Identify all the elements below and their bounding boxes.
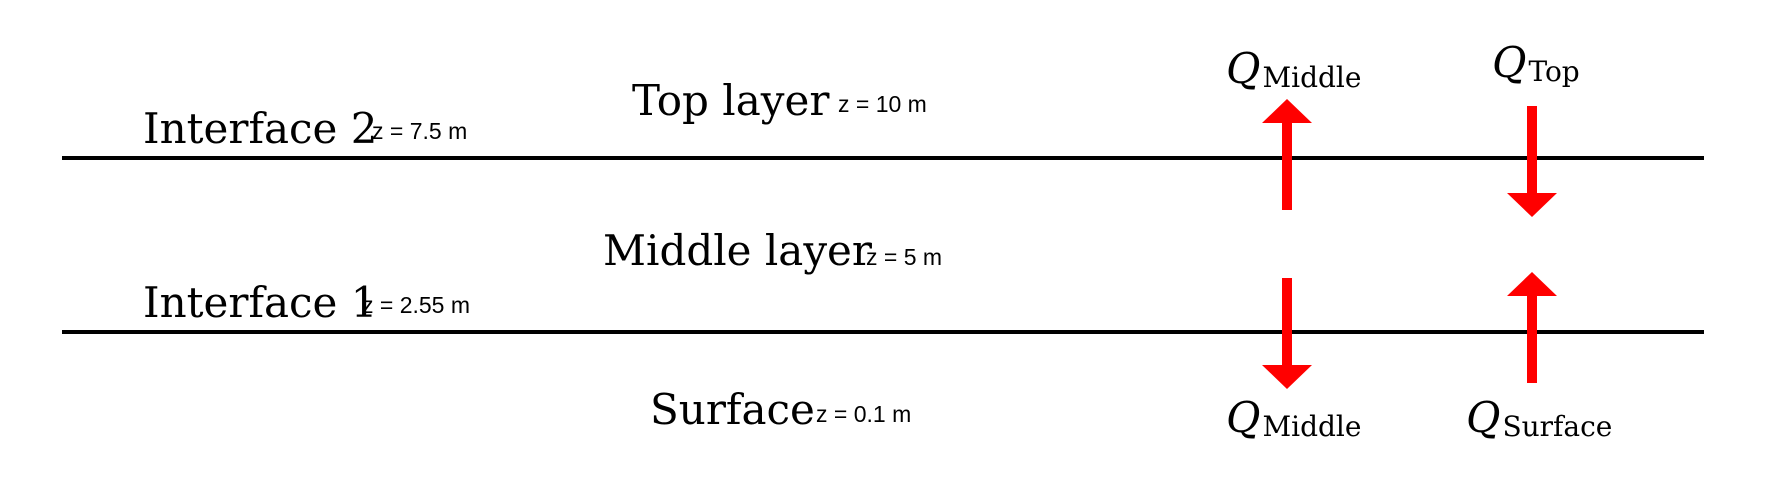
flux-label-top-left: QMiddle (1226, 44, 1361, 94)
surface-label: Surface (650, 385, 815, 434)
middle-layer-z: z = 5 m (866, 244, 942, 270)
arrow-down-icon (1262, 278, 1312, 389)
flux-subscript: Middle (1262, 61, 1361, 94)
flux-symbol: Q (1226, 393, 1260, 442)
flux-symbol: Q (1492, 38, 1526, 87)
arrow-down-icon (1507, 106, 1557, 217)
surface-z: z = 0.1 m (816, 401, 911, 427)
arrow-up-icon (1507, 272, 1557, 383)
flux-symbol: Q (1226, 44, 1260, 93)
top-layer-z: z = 10 m (838, 91, 927, 117)
interface-2-label: Interface 2 (143, 104, 378, 153)
flux-symbol: Q (1466, 393, 1500, 442)
flux-label-bottom-left: QMiddle (1226, 393, 1361, 443)
top-layer-label: Top layer (632, 76, 830, 125)
interface-1-z: z = 2.55 m (362, 292, 470, 318)
arrow-up-icon (1262, 99, 1312, 210)
interface-2-z: z = 7.5 m (372, 118, 467, 144)
flux-subscript: Top (1528, 55, 1579, 88)
flux-subscript: Surface (1502, 410, 1612, 443)
interface-1-label: Interface 1 (143, 278, 378, 327)
flux-label-top-right: QTop (1492, 38, 1580, 88)
middle-layer-label: Middle layer (603, 226, 873, 275)
flux-subscript: Middle (1262, 410, 1361, 443)
flux-label-bottom-right: QSurface (1466, 393, 1612, 443)
